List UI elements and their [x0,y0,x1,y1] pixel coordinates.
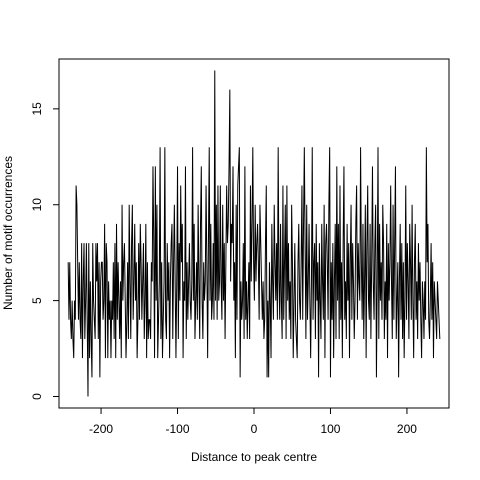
y-axis: 0 5 10 15 [30,102,60,400]
y-axis-label: Number of motif occurrences [1,156,15,310]
x-tick-label: 200 [397,422,417,436]
y-tick-label: 5 [30,297,44,304]
y-tick-label: 10 [30,198,44,212]
x-axis-label: Distance to peak centre [191,450,317,464]
x-tick-label: -100 [166,422,190,436]
x-tick-label: 0 [251,422,258,436]
x-tick-label: 100 [320,422,340,436]
x-axis: -200 -100 0 100 200 [89,407,417,436]
y-tick-label: 15 [30,102,44,116]
series-line [67,70,441,397]
plot-layer [67,70,441,397]
x-tick-label: -200 [89,422,113,436]
y-tick-label: 0 [30,393,44,400]
